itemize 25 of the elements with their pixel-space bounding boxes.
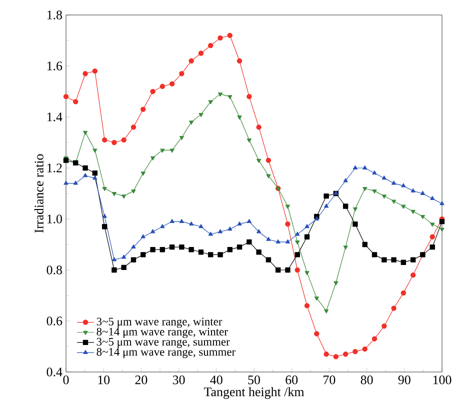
y-tick-label: 1.2: [47, 164, 62, 172]
legend-label: 8~14 μm wave range, summer: [96, 348, 236, 358]
x-tick-label: 0: [63, 376, 69, 384]
x-tick-label: 50: [248, 376, 260, 384]
x-tick-label: 100: [433, 376, 452, 384]
y-tick-label: 0.6: [46, 316, 62, 326]
x-tick-label: 60: [286, 376, 298, 384]
legend-label: 3~5 μm wave range, summer: [96, 338, 230, 348]
y-tick-label: 0.4: [46, 368, 62, 376]
x-tick-label: 90: [398, 376, 410, 384]
y-tick-label: 1.4: [47, 112, 62, 122]
y-tick-label: 1.6: [47, 62, 62, 70]
x-tick-label: 10: [98, 376, 110, 384]
y-tick-label: 1.8: [47, 10, 62, 20]
x-tick-label: 70: [324, 376, 336, 384]
legend-label: 8~14 μm wave range, winter: [96, 328, 228, 338]
x-tick-label: 30: [172, 376, 185, 384]
y-tick-label: 0.8: [46, 266, 62, 274]
x-tick-label: 40: [210, 376, 222, 384]
x-tick-label: 80: [360, 376, 373, 384]
y-tick-label: 1.0: [47, 214, 62, 224]
x-axis-title: Tangent height /km: [204, 387, 304, 399]
legend-label: 3~5 μm wave range, winter: [96, 318, 222, 328]
y-axis-title: Irradiance ratio: [34, 154, 44, 233]
x-tick-label: 20: [135, 376, 148, 384]
